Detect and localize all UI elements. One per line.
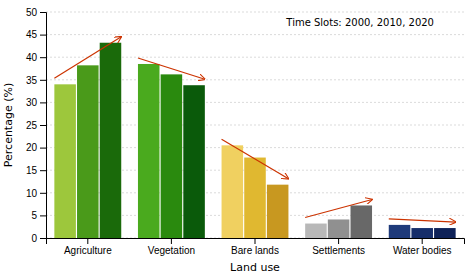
x-tick-mark xyxy=(338,238,339,244)
trend-arrow xyxy=(389,219,456,222)
bar xyxy=(100,43,122,238)
y-tick-mark xyxy=(40,148,46,149)
y-tick: 5 xyxy=(31,210,46,221)
y-tick-label: 10 xyxy=(26,188,38,199)
plot: Agriculture Vegetation Bare lands Settlemen… xyxy=(26,7,465,256)
trend-arrow xyxy=(54,37,121,79)
x-tick-mark xyxy=(422,238,423,244)
grid-line xyxy=(46,34,464,35)
bar xyxy=(305,224,327,238)
y-tick: 40 xyxy=(26,52,46,63)
y-tick-label: 5 xyxy=(31,210,37,221)
x-tick-mark xyxy=(255,238,256,244)
y-tick-mark xyxy=(40,80,46,81)
trend-arrow xyxy=(305,199,372,217)
y-tick-mark xyxy=(40,170,46,171)
x-tick-mark xyxy=(87,238,88,244)
annotation: Time Slots: 2000, 2010, 2020 xyxy=(285,17,434,28)
x-tick: Bare lands xyxy=(231,238,279,256)
bar xyxy=(351,205,373,238)
x-axis: Agriculture Vegetation Bare lands Settlemen… xyxy=(47,238,465,256)
y-tick: 25 xyxy=(26,120,46,131)
y-tick: 50 xyxy=(26,7,46,18)
trend-arrow xyxy=(138,58,205,79)
y-tick-label: 30 xyxy=(26,97,38,108)
y-tick-mark xyxy=(40,215,46,216)
y-axis-line xyxy=(40,13,47,239)
y-tick-mark xyxy=(40,193,46,194)
y-tick-mark xyxy=(40,35,46,36)
trend-arrows xyxy=(54,37,455,222)
bar xyxy=(434,228,456,238)
y-tick: 15 xyxy=(26,165,46,176)
bar xyxy=(222,145,244,238)
bar xyxy=(267,185,289,238)
y-tick-label: 25 xyxy=(26,120,38,131)
y-tick-mark xyxy=(40,125,46,126)
y-tick-mark xyxy=(40,12,46,13)
bar xyxy=(54,84,76,238)
x-tick-label: Vegetation xyxy=(148,245,195,256)
bar xyxy=(389,225,411,238)
y-tick-label: 45 xyxy=(26,29,38,40)
y-tick-label: 35 xyxy=(26,75,38,86)
chart: Agriculture Vegetation Bare lands Settlemen… xyxy=(0,0,474,276)
bar xyxy=(138,64,160,238)
x-tick: Settlements xyxy=(312,238,365,256)
x-tick-label: Settlements xyxy=(312,245,365,256)
trend-arrow xyxy=(222,139,289,178)
x-tick-label: Bare lands xyxy=(231,245,279,256)
y-tick-label: 40 xyxy=(26,52,38,63)
bar xyxy=(161,74,183,238)
y-tick: 20 xyxy=(26,142,46,153)
bar xyxy=(411,228,433,238)
y-tick: 10 xyxy=(26,188,46,199)
bars xyxy=(54,43,455,238)
bar xyxy=(183,85,205,238)
x-tick: Agriculture xyxy=(64,238,112,256)
x-tick-label: Water bodies xyxy=(393,245,452,256)
x-tick: Vegetation xyxy=(148,238,195,256)
y-tick-label: 0 xyxy=(31,233,37,244)
y-tick: 45 xyxy=(26,29,46,40)
bar xyxy=(328,219,350,238)
x-axis-line xyxy=(47,239,465,245)
x-tick: Water bodies xyxy=(393,238,452,256)
y-tick-label: 15 xyxy=(26,165,38,176)
bar xyxy=(77,65,99,238)
grid xyxy=(46,12,464,238)
y-tick-mark xyxy=(40,57,46,58)
bar xyxy=(244,158,266,238)
x-axis-title: Land use xyxy=(230,261,280,274)
y-tick: 35 xyxy=(26,75,46,86)
grid-line xyxy=(46,12,464,13)
y-tick-mark xyxy=(40,102,46,103)
x-tick-label: Agriculture xyxy=(64,245,112,256)
y-axis: 0 5 10 15 20 25 30 35 40 45 50 xyxy=(26,7,47,244)
y-axis-title: Percentage (%) xyxy=(2,83,15,167)
y-tick-mark xyxy=(40,238,46,239)
y-tick-label: 20 xyxy=(26,142,38,153)
x-tick-mark xyxy=(171,238,172,244)
y-tick: 0 xyxy=(31,233,46,244)
y-tick-label: 50 xyxy=(26,7,38,18)
y-tick: 30 xyxy=(26,97,46,108)
